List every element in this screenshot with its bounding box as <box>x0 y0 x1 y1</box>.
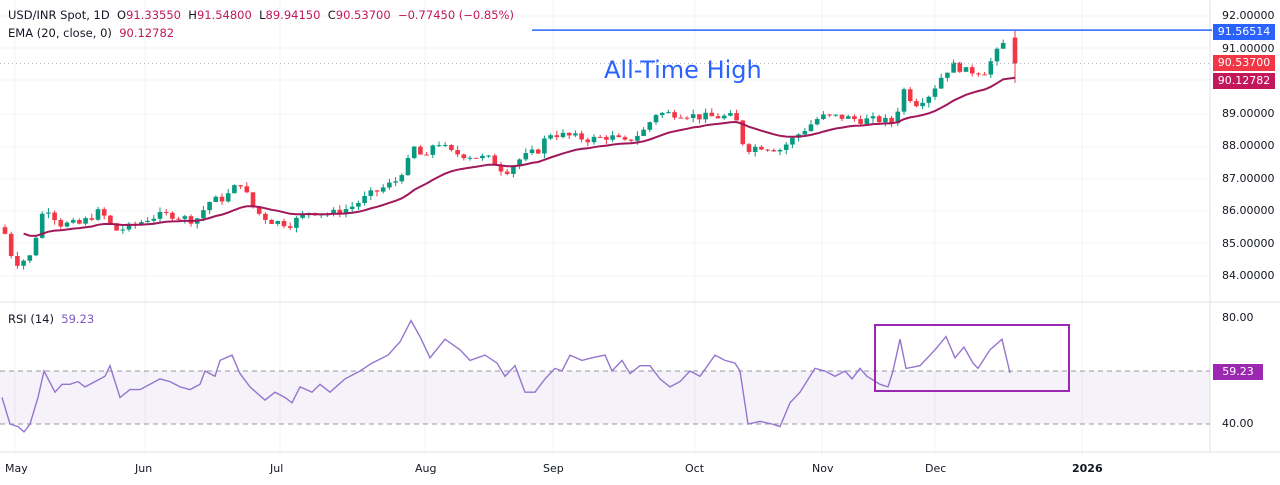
rsi-value-tag: 59.23 <box>1213 364 1263 380</box>
time-axis-tick: Sep <box>543 462 564 475</box>
price-axis-tick: 86.00000 <box>1222 204 1275 217</box>
ath-price-tag: 91.56514 <box>1213 24 1275 40</box>
price-axis-tick: 92.00000 <box>1222 9 1275 22</box>
ema-label: EMA (20, close, 0) <box>8 26 112 40</box>
price-axis-tick: 89.00000 <box>1222 106 1275 120</box>
all-time-high-annotation: All-Time High <box>604 56 762 84</box>
time-axis-tick: Nov <box>812 462 834 475</box>
time-axis-tick: Jul <box>270 462 284 475</box>
close-price-tag: 90.53700 <box>1213 55 1275 71</box>
time-axis-tick: May <box>5 462 28 475</box>
rsi-value: 59.23 <box>61 312 95 326</box>
rsi-axis-tick: 40.00 <box>1222 417 1254 430</box>
high-label: H <box>188 8 197 22</box>
rsi-legend: RSI (14) 59.23 <box>8 312 94 326</box>
high-value: 91.54800 <box>196 8 252 22</box>
rsi-label: RSI (14) <box>8 312 54 326</box>
time-axis-tick: Dec <box>925 462 947 475</box>
price-axis-tick: 88.00000 <box>1222 139 1275 152</box>
price-axis-tick: 85.00000 <box>1222 236 1275 250</box>
change-value: −0.77450 (−0.85%) <box>397 8 514 22</box>
ema-legend: EMA (20, close, 0) 90.12782 <box>8 26 174 40</box>
open-label: O <box>117 8 127 22</box>
time-axis-tick: 2026 <box>1072 462 1103 475</box>
price-axis-tick: 84.00000 <box>1222 269 1275 282</box>
symbol-header: USD/INR Spot, 1D O91.33550 H91.54800 L89… <box>8 8 514 22</box>
low-label: L <box>259 8 266 22</box>
price-axis-tick: 91.00000 <box>1222 41 1275 55</box>
price-axis-tick: 87.00000 <box>1222 171 1275 185</box>
ema-value: 90.12782 <box>119 26 175 40</box>
time-axis-tick: Jun <box>135 462 153 475</box>
close-value: 90.53700 <box>335 8 391 22</box>
symbol-title: USD/INR Spot, 1D <box>8 8 110 22</box>
low-value: 89.94150 <box>265 8 321 22</box>
rsi-axis-tick: 80.00 <box>1222 311 1254 324</box>
ema-price-tag: 90.12782 <box>1213 73 1275 89</box>
time-axis-tick: Aug <box>415 462 437 475</box>
close-label: C <box>327 8 336 22</box>
time-axis-tick: Oct <box>685 462 705 475</box>
open-value: 91.33550 <box>126 8 181 22</box>
